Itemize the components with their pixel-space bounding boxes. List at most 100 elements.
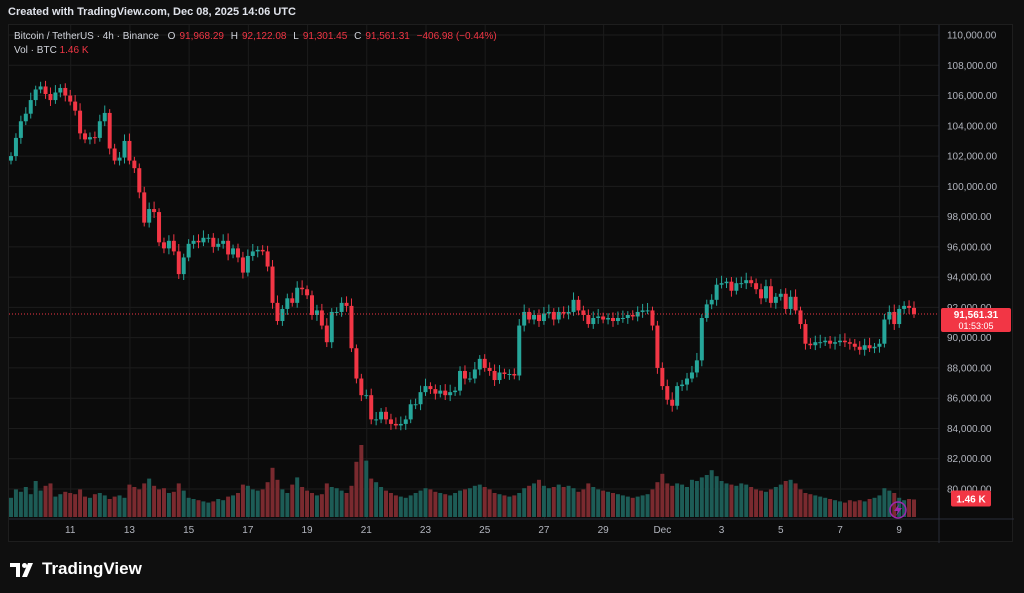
candle-body: [734, 283, 739, 291]
volume-bar: [161, 488, 166, 517]
candle-body: [403, 419, 408, 424]
candle-body: [907, 305, 912, 308]
volume-bar: [813, 495, 818, 517]
time-tick-label: 3: [719, 525, 725, 536]
volume-bar: [778, 484, 783, 517]
volume-bar: [48, 483, 53, 517]
volume-bar: [754, 489, 759, 517]
volume-bar: [561, 487, 566, 517]
candle-body: [551, 311, 556, 320]
volume-bar: [319, 494, 324, 517]
volume-bar: [645, 494, 650, 517]
candle-body: [862, 345, 867, 350]
candle-body: [92, 137, 97, 139]
volume-bar: [280, 489, 285, 517]
candle-body: [462, 370, 467, 379]
legend-symbol[interactable]: Bitcoin / TetherUS · 4h · Binance: [14, 31, 159, 42]
candle-body: [443, 390, 448, 396]
candle-body: [615, 317, 620, 322]
price-tick-label: 100,000.00: [947, 182, 997, 193]
time-tick-label: 9: [896, 525, 902, 536]
volume-bar: [601, 490, 606, 517]
candle-body: [477, 358, 482, 370]
volume-bar: [897, 497, 902, 517]
volume-bar: [788, 479, 793, 517]
low-value: 91,301.45: [302, 31, 348, 42]
candle-body: [492, 370, 497, 381]
high-value: 92,122.08: [241, 31, 287, 42]
candle-body: [334, 311, 339, 313]
volume-label[interactable]: Vol · BTC: [14, 45, 57, 56]
candle-body: [305, 289, 310, 296]
volume-bar: [739, 483, 744, 517]
candle-body: [833, 342, 838, 344]
candle-body: [161, 242, 166, 249]
price-tick-label: 96,000.00: [947, 242, 992, 253]
candle-body: [487, 367, 492, 371]
candle-body: [28, 100, 33, 114]
candle-body: [783, 293, 788, 309]
volume-bar: [171, 491, 176, 517]
candle-body: [798, 310, 803, 325]
price-tick-label: 104,000.00: [947, 121, 997, 132]
volume-bar: [541, 485, 546, 517]
candle-body: [606, 317, 611, 320]
volume-bar: [68, 493, 73, 517]
volume-bar: [724, 483, 729, 517]
candle-body: [768, 286, 773, 303]
volume-bar: [379, 487, 384, 517]
candle-body: [152, 209, 157, 213]
volume-bar: [206, 502, 211, 517]
candlestick-chart[interactable]: 80,000.00 82,000.00 84,000.00 86,000.00 88,0…: [9, 25, 1014, 543]
volume-bar: [699, 477, 704, 517]
volume-bar: [798, 489, 803, 517]
volume-bar: [462, 489, 467, 517]
volume-bar: [803, 493, 808, 517]
candle-body: [43, 86, 48, 95]
lightning-icon[interactable]: [889, 501, 907, 519]
volume-bar: [625, 496, 630, 517]
candle-body: [73, 101, 78, 111]
volume-bar: [18, 491, 23, 517]
volume-bar: [38, 490, 43, 517]
candle-body: [635, 311, 640, 317]
candle-body: [48, 94, 53, 101]
legend-ohlc-row: Bitcoin / TetherUS · 4h · Binance O 91,96…: [14, 30, 501, 44]
candle-body: [388, 419, 393, 424]
volume-bar: [403, 497, 408, 517]
candle-body: [808, 343, 813, 346]
volume-bar: [245, 485, 250, 517]
time-tick-label: 7: [837, 525, 843, 536]
candle-body: [497, 372, 502, 381]
chart-panel[interactable]: 80,000.00 82,000.00 84,000.00 86,000.00 88,0…: [8, 24, 1014, 543]
volume-bar: [852, 501, 857, 517]
volume-value: 1.46 K: [59, 45, 89, 56]
candle-body: [226, 240, 231, 255]
volume-bar: [487, 489, 492, 517]
tradingview-logo[interactable]: TradingView: [10, 558, 142, 580]
candle-body: [428, 386, 433, 390]
candle-body: [902, 305, 907, 309]
candle-body: [482, 358, 487, 368]
time-tick-label: 17: [242, 525, 254, 536]
volume-bar: [83, 496, 88, 517]
volume-bar: [773, 487, 778, 517]
candle-body: [369, 395, 374, 420]
candle-body: [872, 346, 877, 349]
volume-bar: [759, 490, 764, 517]
volume-bar: [260, 489, 265, 517]
candle-body: [285, 298, 290, 309]
candle-body: [763, 286, 768, 299]
price-tick-label: 102,000.00: [947, 152, 997, 163]
time-tick-label: 25: [479, 525, 491, 536]
candle-body: [773, 296, 778, 303]
volume-bar: [142, 483, 147, 517]
candle-body: [625, 314, 630, 318]
volume-bar: [650, 489, 655, 517]
price-tick-label: 82,000.00: [947, 454, 992, 465]
volume-bar: [23, 487, 28, 517]
candle-body: [714, 284, 719, 300]
volume-bar: [862, 501, 867, 517]
candle-body: [255, 249, 260, 252]
volume-bar: [201, 501, 206, 517]
